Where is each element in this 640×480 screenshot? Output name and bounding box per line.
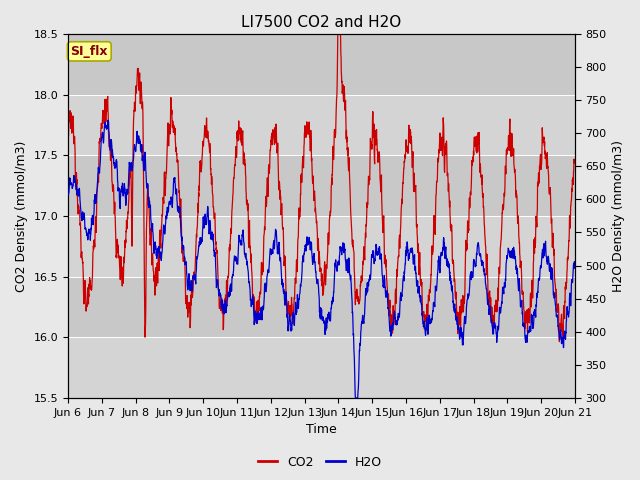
Y-axis label: H2O Density (mmol/m3): H2O Density (mmol/m3) <box>612 140 625 292</box>
H2O <box>64 192 72 197</box>
Bar <box>68 337 575 398</box>
Y-axis label: CO2 Density (mmol/m3): CO2 Density (mmol/m3) <box>15 140 28 292</box>
H2O <box>541 248 548 254</box>
H2O <box>205 225 213 230</box>
CO2 <box>541 143 548 149</box>
Bar <box>68 216 575 276</box>
H2O <box>527 328 534 334</box>
Line: CO2: CO2 <box>68 34 575 342</box>
CO2 <box>571 157 579 163</box>
X-axis label: Time: Time <box>306 423 337 436</box>
H2O <box>336 247 344 253</box>
CO2 <box>556 339 563 345</box>
CO2 <box>334 31 342 37</box>
Bar <box>68 95 575 155</box>
H2O <box>469 275 477 280</box>
Title: LI7500 CO2 and H2O: LI7500 CO2 and H2O <box>241 15 401 30</box>
H2O <box>104 117 112 123</box>
Bar <box>68 276 575 337</box>
Bar <box>68 34 575 95</box>
H2O <box>571 260 579 266</box>
H2O <box>347 278 355 284</box>
CO2 <box>64 132 72 138</box>
CO2 <box>468 160 476 166</box>
CO2 <box>336 31 344 37</box>
CO2 <box>347 213 355 219</box>
Text: SI_flx: SI_flx <box>70 45 108 58</box>
Bar <box>68 155 575 216</box>
Legend: CO2, H2O: CO2, H2O <box>253 451 387 474</box>
CO2 <box>205 145 213 151</box>
CO2 <box>527 294 534 300</box>
Line: H2O: H2O <box>68 120 575 398</box>
H2O <box>351 395 359 401</box>
